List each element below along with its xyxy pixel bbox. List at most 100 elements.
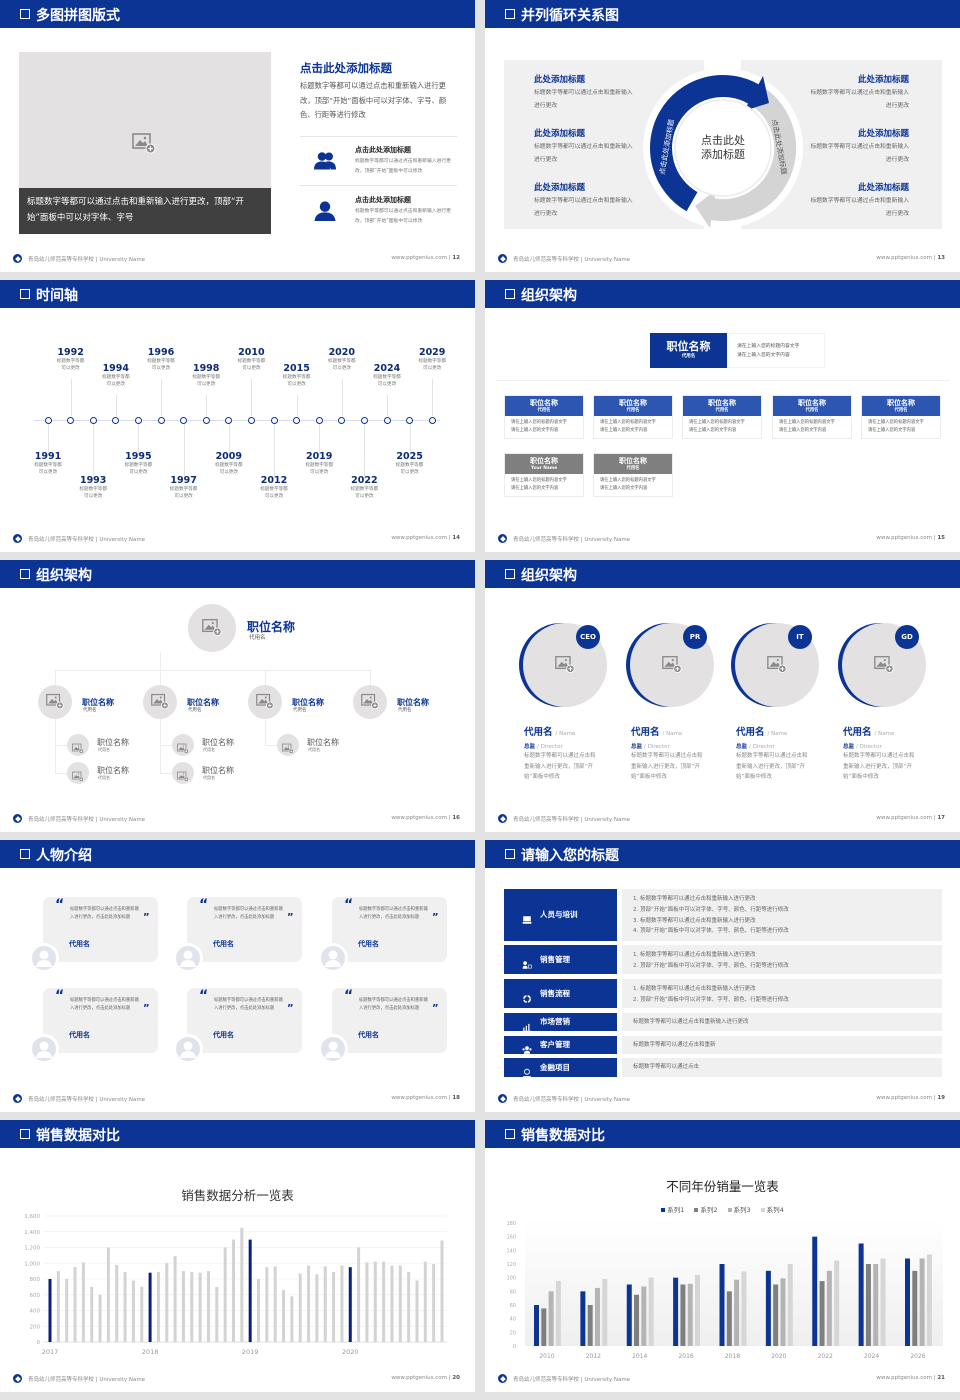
- event-desc-line1: 标题数字等都: [102, 375, 130, 380]
- timeline-dot[interactable]: [157, 417, 165, 424]
- position-title: 职位名称: [887, 399, 915, 407]
- category-button[interactable]: 销售管理: [504, 945, 617, 974]
- category-button[interactable]: 销售流程: [504, 979, 617, 1008]
- branch-avatar[interactable]: [38, 685, 72, 719]
- event-desc-line1: 标题数字等都: [418, 359, 446, 364]
- desc-line: 请在上输入您的文字内容: [689, 428, 737, 433]
- event-year: 2020: [328, 347, 356, 358]
- event-year: 2012: [260, 475, 288, 486]
- event-year: 1996: [147, 347, 175, 358]
- member-name: 代用名: [843, 727, 872, 738]
- bar: [223, 1247, 227, 1342]
- timeline-dot[interactable]: [67, 417, 75, 424]
- bar: [819, 1281, 825, 1346]
- event-desc-line2: 可以更改: [129, 470, 148, 475]
- timeline-dot[interactable]: [225, 417, 233, 424]
- detail-line: 3. 标题数字等都可以通过点击和重新输入进行更改: [633, 917, 756, 924]
- category-button[interactable]: 金融项目: [504, 1058, 617, 1077]
- child-avatar[interactable]: [67, 762, 89, 784]
- connector-line: [206, 395, 208, 416]
- position-title: 职位名称: [619, 457, 647, 465]
- position-sub: 代用名: [894, 408, 908, 413]
- child-avatar[interactable]: [172, 762, 194, 784]
- category-button[interactable]: 人员与培训: [504, 889, 617, 941]
- category-button[interactable]: 市场营销: [504, 1013, 617, 1032]
- item-desc: 标题数字等都可以通过点击和重新输入进行更改，顶部“开始”面板中可以修改: [355, 209, 451, 224]
- image-placeholder-icon: [46, 693, 64, 710]
- timeline-dot[interactable]: [134, 417, 142, 424]
- timeline-dot[interactable]: [406, 417, 414, 424]
- timeline-dot[interactable]: [112, 417, 120, 424]
- page-number: 15: [937, 535, 945, 541]
- timeline-dot[interactable]: [180, 417, 188, 424]
- image-placeholder-icon: [177, 767, 189, 782]
- member-role-en: / Director: [644, 744, 670, 750]
- chart-title: 销售数据分析一览表: [181, 1188, 294, 1203]
- paragraph: 标题数字等都可以通过点击和重新输入进行更改，顶部“开始”面板中可以对字体、字号、…: [300, 81, 447, 119]
- timeline-dot[interactable]: [383, 417, 391, 424]
- timeline-dot[interactable]: [293, 417, 301, 424]
- right-item-title: 此处添加标题: [857, 183, 909, 193]
- footer-site: www.pptgenius.com | 21: [876, 1375, 945, 1381]
- desc-line: 请在上输入您的标题内容文字: [868, 420, 924, 425]
- position-box[interactable]: 职位名称 代用名 请在上输入您的标题内容文字 请在上输入您的文字内容: [593, 453, 673, 497]
- member-name: 代用名: [631, 727, 660, 738]
- position-box[interactable]: 职位名称 代用名 请在上输入您的标题内容文字 请在上输入您的文字内容: [682, 395, 762, 439]
- category-label: 金融项目: [540, 1062, 570, 1072]
- timeline-dot[interactable]: [44, 417, 52, 424]
- position-box[interactable]: 职位名称 Your Name 请在上输入您的标题内容文字 请在上输入您的文字内容: [504, 453, 584, 497]
- position-box[interactable]: 职位名称 代用名 请在上输入您的标题内容文字 请在上输入您的文字内容: [861, 395, 941, 439]
- timeline-dot[interactable]: [202, 417, 210, 424]
- timeline-dot[interactable]: [89, 417, 97, 424]
- branch-avatar[interactable]: [248, 685, 282, 719]
- quote-card: “ 标题数字等都可以通过点击和重新输入进行更改，点击此处添加标题 ” 代用名: [43, 988, 158, 1053]
- position-box-header: 职位名称 代用名: [683, 396, 761, 416]
- page-number: 14: [452, 535, 460, 541]
- category-button[interactable]: 客户管理: [504, 1036, 617, 1054]
- footer-school-name: 青岛幼儿师范高等专科学校 | University Name: [513, 257, 631, 263]
- timeline-dot[interactable]: [360, 417, 368, 424]
- timeline-event: 1997 标题数字等都 可以更改: [159, 475, 209, 500]
- checkbox-square-icon: [20, 1129, 30, 1139]
- avatar: [29, 1034, 59, 1064]
- category-detail: 1. 标题数字等都可以通过点击和重新输入进行更改 2. 顶部“开始”面板中可以对字…: [622, 889, 942, 941]
- top-avatar[interactable]: [188, 604, 236, 652]
- sales-manager-icon: [522, 955, 532, 969]
- quote-text: 标题数字等都可以通过点击和重新输入进行更改，点击此处添加标题: [359, 907, 428, 920]
- slide: 组织架构 青岛幼儿师范高等专科学校 | University Name www.pp…: [485, 560, 960, 832]
- timeline-dot[interactable]: [315, 417, 323, 424]
- bar: [48, 1279, 52, 1342]
- bar: [165, 1263, 169, 1342]
- branch-avatar[interactable]: [143, 685, 177, 719]
- timeline-dot[interactable]: [270, 417, 278, 424]
- school-logo-icon: [13, 814, 22, 823]
- image-placeholder-icon: [132, 132, 156, 154]
- member-name-row: 代用名 / Name: [736, 720, 787, 739]
- position-box[interactable]: 职位名称 代用名 请在上输入您的标题内容文字 请在上输入您的文字内容: [504, 395, 584, 439]
- top-position-box[interactable]: 职位名称 代用名: [650, 333, 727, 368]
- x-tick-label: 2020: [342, 1348, 359, 1356]
- timeline-event: 2012 标题数字等都 可以更改: [249, 475, 299, 500]
- position-box[interactable]: 职位名称 代用名 请在上输入您的标题内容文字 请在上输入您的文字内容: [593, 395, 673, 439]
- y-tick-label: 600: [30, 1293, 41, 1299]
- event-year: 2010: [238, 347, 265, 358]
- position-title: 职位名称: [247, 620, 296, 634]
- child-avatar[interactable]: [67, 734, 89, 756]
- close-quote-icon: ”: [287, 912, 294, 923]
- timeline-dot[interactable]: [428, 417, 436, 424]
- position-sub: 代用名: [398, 708, 412, 713]
- timeline-dot[interactable]: [338, 417, 346, 424]
- timeline-dot[interactable]: [247, 417, 255, 424]
- footer-url: www.pptgenius.com: [876, 535, 932, 541]
- connector-line: [319, 423, 321, 455]
- child-avatar[interactable]: [172, 734, 194, 756]
- connector-line: [183, 423, 185, 479]
- footer-url: www.pptgenius.com: [391, 1375, 447, 1381]
- bar: [641, 1286, 647, 1346]
- bar: [555, 1281, 561, 1346]
- child-avatar[interactable]: [277, 734, 299, 756]
- position-box[interactable]: 职位名称 代用名 请在上输入您的标题内容文字 请在上输入您的文字内容: [772, 395, 852, 439]
- bar: [282, 1290, 286, 1342]
- branch-avatar[interactable]: [353, 685, 387, 719]
- slide: 销售数据对比 青岛幼儿师范高等专科学校 | University Name www.…: [485, 1120, 960, 1392]
